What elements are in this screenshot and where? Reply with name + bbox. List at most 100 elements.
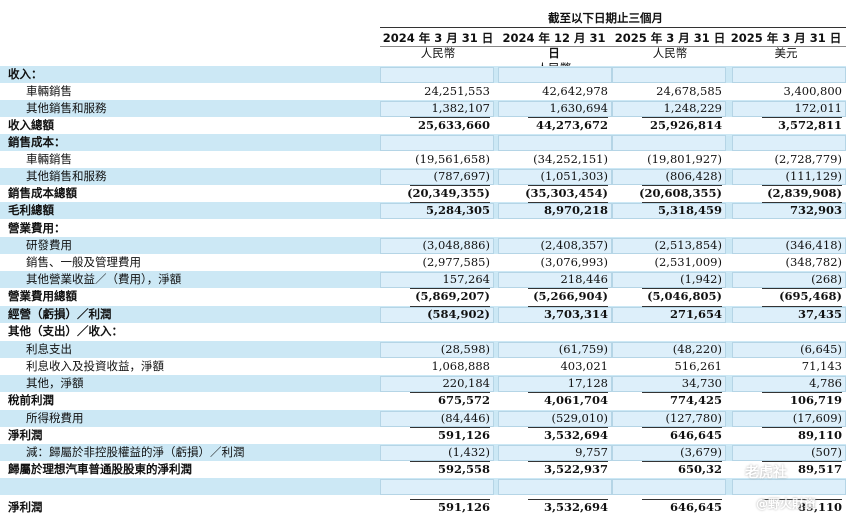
row-value: 3,522,937	[543, 462, 608, 476]
row-value: 218,446	[560, 272, 608, 286]
row-label: 其他，淨額	[26, 376, 84, 390]
cell-shading	[498, 135, 612, 151]
column-date: 2025 年 3 月 31 日	[730, 31, 842, 45]
row-value: (3,048,886)	[422, 238, 490, 252]
table-row: 銷售成本總額 (20,349,355) (35,303,454) (20,608,35…	[0, 185, 846, 202]
row-value: (3,076,993)	[540, 255, 608, 269]
row-value: 3,703,314	[543, 307, 608, 321]
row-value: 17,128	[567, 376, 608, 390]
row-label: 其他（支出）／收入：	[8, 324, 123, 338]
row-value: 403,021	[560, 359, 608, 373]
row-value: 3,532,694	[543, 500, 608, 514]
subtotal-rule	[410, 288, 490, 289]
table-row: 其他（支出）／收入：	[0, 323, 846, 340]
column-date: 2024 年 12 月 31 日	[502, 31, 606, 60]
cell-shading	[380, 238, 494, 254]
row-value: (1,942)	[680, 272, 722, 286]
subtotal-rule	[410, 185, 490, 186]
row-value: 37,435	[797, 307, 842, 321]
row-label: 淨利潤	[8, 428, 43, 442]
table-row: 研發費用 (3,048,886) (2,408,357) (2,513,854) (34…	[0, 237, 846, 254]
column-currency: 人民幣	[420, 46, 456, 60]
header-rule	[380, 27, 846, 28]
cell-shading	[612, 272, 726, 288]
row-label: 營業費用總額	[8, 289, 77, 303]
cell-shading	[380, 272, 494, 288]
table-row: 毛利總額 5,284,305 8,970,218 5,318,459 732,903	[0, 202, 846, 219]
table-row: 車輛銷售 (19,561,658) (34,252,151) (19,801,927)…	[0, 151, 846, 168]
row-value: (127,780)	[665, 411, 722, 425]
row-value: 592,558	[437, 462, 490, 476]
row-value: 25,633,660	[417, 118, 490, 132]
column-currency: 美元	[774, 46, 798, 60]
table-row	[0, 478, 846, 495]
table-row: 歸屬於理想汽車普通股股東的淨利潤 592,558 3,522,937 650,32 89…	[0, 461, 846, 478]
subtotal-rule	[642, 117, 722, 118]
row-label: 研發費用	[26, 238, 72, 252]
row-value: 4,786	[809, 376, 842, 390]
subtotal-rule	[762, 202, 842, 203]
row-value: (787,697)	[433, 169, 490, 183]
column-date: 2025 年 3 月 31 日	[614, 31, 726, 45]
cell-shading	[612, 479, 726, 495]
cell-shading	[612, 445, 726, 461]
table-row: 減：歸屬於非控股權益的淨（虧損）／利潤 (1,432) 9,757 (3,679) (5…	[0, 444, 846, 461]
row-value: 3,572,811	[777, 118, 842, 132]
row-label: 銷售成本：	[8, 135, 66, 149]
row-label: 收入總額	[8, 118, 54, 132]
row-label: 所得稅費用	[26, 411, 84, 425]
subtotal-rule	[642, 427, 722, 428]
row-value: 3,532,694	[543, 428, 608, 442]
subtotal-rule	[410, 392, 490, 393]
row-value: 591,126	[437, 500, 490, 514]
subtotal-rule	[762, 288, 842, 289]
row-label: 營業費用：	[8, 221, 66, 235]
subtotal-rule	[762, 392, 842, 393]
cell-shading	[498, 272, 612, 288]
row-value: 42,642,978	[542, 84, 608, 98]
row-value: 650,32	[677, 462, 722, 476]
row-value: 89,110	[797, 428, 842, 442]
row-value: (695,468)	[779, 289, 842, 303]
subtotal-rule	[410, 117, 490, 118]
brand-watermark: 老虎社	[745, 465, 787, 481]
row-label: 車輛銷售	[26, 152, 72, 166]
row-value: (19,801,927)	[647, 152, 722, 166]
row-value: 8,970,218	[543, 203, 608, 217]
subtotal-rule	[528, 288, 608, 289]
table-row: 淨利潤 591,126 3,532,694 646,645 89,110	[0, 427, 846, 444]
row-value: 1,248,229	[663, 101, 722, 115]
table-row: 所得稅費用 (84,446) (529,010) (127,780) (17,609)	[0, 410, 846, 427]
row-label: 車輛銷售	[26, 84, 72, 98]
row-label: 淨利潤	[8, 500, 43, 514]
row-label: 收入：	[8, 67, 43, 81]
row-value: 220,184	[442, 376, 490, 390]
cell-shading	[498, 67, 612, 83]
subtotal-rule	[762, 306, 842, 307]
cell-shading	[380, 101, 494, 117]
row-label: 稅前利潤	[8, 393, 54, 407]
row-label: 經營（虧損）／利潤	[8, 307, 112, 321]
cell-shading	[498, 169, 612, 185]
subtotal-rule	[410, 306, 490, 307]
row-value: (6,645)	[800, 342, 842, 356]
table-row: 淨利潤 591,126 3,532,694 646,645 89,110	[0, 499, 846, 516]
subtotal-rule	[762, 427, 842, 428]
row-value: (348,782)	[785, 255, 842, 269]
row-value: (346,418)	[785, 238, 842, 252]
row-label: 其他銷售和服務	[26, 169, 107, 183]
row-label: 銷售成本總額	[8, 186, 77, 200]
table-row: 其他銷售和服務 (787,697) (1,051,303) (806,428) (111…	[0, 168, 846, 185]
column-date: 2024 年 3 月 31 日	[382, 31, 494, 45]
cell-shading	[612, 238, 726, 254]
row-value: 1,068,888	[431, 359, 490, 373]
cell-shading	[380, 411, 494, 427]
row-value: 5,284,305	[425, 203, 490, 217]
row-value: 732,903	[789, 203, 842, 217]
row-value: 675,572	[437, 393, 490, 407]
row-value: (20,608,355)	[639, 186, 722, 200]
row-value: (584,902)	[427, 307, 490, 321]
subtotal-rule	[642, 461, 722, 462]
row-value: 591,126	[437, 428, 490, 442]
table-row: 其他營業收益／（費用），淨額 157,264 218,446 (1,942) (268)	[0, 271, 846, 288]
